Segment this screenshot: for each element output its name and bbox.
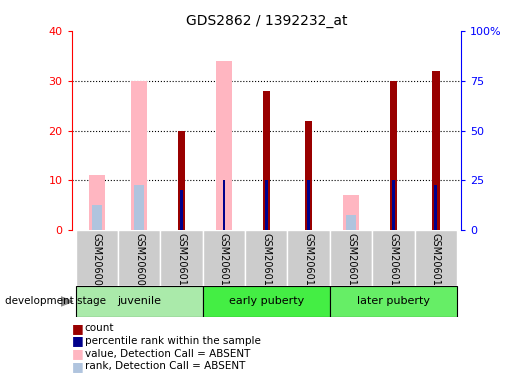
Bar — [390, 81, 397, 230]
Bar — [180, 190, 183, 230]
Bar — [118, 230, 161, 286]
Bar — [307, 180, 310, 230]
Bar — [346, 215, 356, 230]
Text: percentile rank within the sample: percentile rank within the sample — [85, 336, 261, 346]
Bar — [432, 71, 439, 230]
Bar — [76, 230, 118, 286]
Text: GSM206012: GSM206012 — [261, 233, 271, 292]
Bar — [245, 230, 287, 286]
Bar — [305, 121, 313, 230]
Text: GSM206014: GSM206014 — [346, 233, 356, 292]
Bar — [343, 195, 359, 230]
Bar — [287, 230, 330, 286]
Text: GSM206011: GSM206011 — [219, 233, 229, 292]
Bar — [131, 81, 147, 230]
Bar — [89, 175, 105, 230]
Title: GDS2862 / 1392232_at: GDS2862 / 1392232_at — [186, 14, 347, 28]
Bar — [135, 185, 144, 230]
Bar — [392, 180, 395, 230]
Text: juvenile: juvenile — [117, 296, 161, 306]
Bar — [330, 286, 457, 317]
Bar — [203, 286, 330, 317]
Bar — [434, 185, 437, 230]
Text: rank, Detection Call = ABSENT: rank, Detection Call = ABSENT — [85, 361, 245, 371]
Text: ■: ■ — [72, 322, 83, 335]
Bar — [223, 180, 225, 230]
Bar — [330, 230, 372, 286]
Text: development stage: development stage — [5, 296, 107, 306]
Text: GSM206010: GSM206010 — [176, 233, 187, 292]
Text: later puberty: later puberty — [357, 296, 430, 306]
Bar — [262, 91, 270, 230]
Text: value, Detection Call = ABSENT: value, Detection Call = ABSENT — [85, 349, 250, 359]
Text: ■: ■ — [72, 334, 83, 348]
Bar — [92, 205, 102, 230]
Text: GSM206013: GSM206013 — [304, 233, 314, 292]
Bar — [414, 230, 457, 286]
Text: early puberty: early puberty — [229, 296, 304, 306]
Bar — [265, 180, 268, 230]
Bar — [161, 230, 203, 286]
Text: GSM206015: GSM206015 — [388, 233, 399, 292]
Text: ■: ■ — [72, 360, 83, 373]
Bar — [203, 230, 245, 286]
Text: GSM206016: GSM206016 — [431, 233, 440, 292]
Text: ■: ■ — [72, 347, 83, 360]
Bar — [216, 61, 232, 230]
Polygon shape — [61, 297, 73, 306]
Bar — [178, 131, 186, 230]
Bar — [372, 230, 414, 286]
Text: GSM206008: GSM206008 — [92, 233, 102, 292]
Text: GSM206009: GSM206009 — [134, 233, 144, 292]
Bar — [76, 286, 203, 317]
Text: count: count — [85, 323, 114, 333]
